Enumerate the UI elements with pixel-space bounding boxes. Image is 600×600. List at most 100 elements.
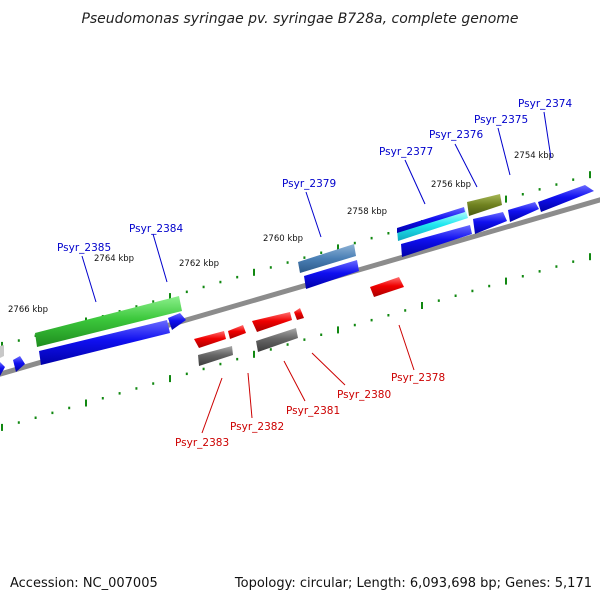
leader-line [398, 324, 415, 371]
minor-tick [437, 299, 440, 302]
gene-Psyr_2377b[interactable] [401, 225, 472, 257]
minor-tick [370, 318, 373, 322]
major-tick [589, 253, 591, 261]
gene-Psyr_2382[interactable] [228, 325, 246, 339]
reverse-gene-labels: Psyr_2378 Psyr_2380 Psyr_2381 Psyr_2382 … [175, 372, 445, 449]
minor-tick [471, 289, 474, 293]
gene-Psyr_2383b[interactable] [198, 346, 233, 366]
leader-line [201, 377, 223, 434]
gene-Psyr_2377[interactable] [397, 207, 465, 233]
minor-tick [219, 362, 222, 366]
gene-Psyr_2383[interactable] [194, 331, 226, 348]
gene-Psyr_2384[interactable] [35, 296, 182, 347]
minor-tick [404, 309, 407, 312]
minor-tick [185, 290, 188, 294]
minor-tick [236, 357, 239, 361]
gene-label[interactable]: Psyr_2377 [379, 146, 433, 158]
minor-tick [269, 348, 272, 351]
major-tick [505, 195, 507, 203]
leader-line [454, 143, 478, 188]
scale-label: 2756 kbp [431, 180, 471, 190]
leader-line [311, 352, 346, 386]
minor-tick [387, 232, 390, 235]
lower-tick-row [1, 253, 591, 431]
genome-summary: Topology: circular; Length: 6,093,698 bp… [234, 576, 592, 591]
minor-tick [555, 183, 558, 186]
forward-leader-lines [81, 111, 552, 303]
gene-label[interactable]: Psyr_2383 [175, 437, 229, 449]
gene-Psyr_2376-lower[interactable] [473, 212, 507, 234]
leader-line [283, 360, 306, 402]
gene-fragment[interactable] [0, 345, 4, 358]
major-tick [253, 350, 255, 358]
gene-Psyr_2379b[interactable] [304, 260, 359, 289]
minor-tick [303, 338, 306, 341]
gene-label[interactable]: Psyr_2385 [57, 242, 111, 254]
leader-line [543, 111, 552, 159]
scale-label: 2758 kbp [347, 207, 387, 217]
gene-label[interactable]: Psyr_2378 [391, 372, 445, 384]
minor-tick [286, 343, 289, 346]
gene-fragment[interactable] [0, 362, 5, 376]
minor-tick [454, 294, 457, 297]
minor-tick [34, 416, 37, 419]
major-tick [169, 293, 171, 301]
major-tick [1, 341, 3, 349]
scale-label: 2766 kbp [8, 305, 48, 315]
major-tick [85, 399, 87, 407]
gene-label[interactable]: Psyr_2381 [286, 405, 340, 417]
minor-tick [572, 178, 575, 181]
reverse-genes [194, 277, 404, 366]
gene-Psyr_2378[interactable] [370, 277, 404, 297]
scale-label: 2754 kbp [514, 151, 554, 161]
scale-label: 2760 kbp [263, 234, 303, 244]
leader-line [81, 255, 97, 303]
minor-tick [572, 260, 575, 263]
major-tick [337, 244, 339, 252]
gene-label[interactable]: Psyr_2379 [282, 178, 336, 190]
gene-label[interactable]: Psyr_2374 [518, 98, 572, 110]
minor-tick [101, 397, 104, 400]
minor-tick [135, 305, 138, 308]
gene-Psyr_2379[interactable] [298, 244, 356, 273]
minor-tick [320, 251, 323, 254]
minor-tick [68, 406, 71, 410]
scale-label: 2762 kbp [179, 259, 219, 269]
leader-line [247, 372, 253, 419]
major-tick [421, 302, 423, 309]
minor-tick [202, 285, 205, 289]
minor-tick [236, 275, 239, 279]
minor-tick [152, 382, 155, 385]
leader-line [305, 191, 322, 238]
scale-label: 2764 kbp [94, 254, 134, 264]
gene-label[interactable]: Psyr_2376 [429, 129, 483, 141]
gene-fragment[interactable] [168, 313, 186, 330]
minor-tick [521, 275, 524, 278]
gene-Psyr_2381b[interactable] [256, 328, 298, 352]
minor-tick [286, 261, 289, 264]
major-tick [253, 268, 255, 276]
reverse-leader-lines [201, 324, 415, 434]
gene-Psyr_2381[interactable] [252, 312, 292, 332]
gene-Psyr_2374[interactable] [538, 185, 594, 212]
minor-tick [353, 241, 356, 245]
gene-Psyr_2376[interactable] [467, 194, 502, 216]
gene-Psyr_2375[interactable] [508, 202, 539, 222]
gene-label[interactable]: Psyr_2380 [337, 389, 391, 401]
minor-tick [152, 300, 155, 303]
gene-label[interactable]: Psyr_2382 [230, 421, 284, 433]
minor-tick [538, 188, 541, 191]
minor-tick [17, 339, 20, 342]
minor-tick [219, 280, 222, 284]
gene-Psyr_2385[interactable] [39, 320, 170, 365]
minor-tick [387, 314, 390, 317]
minor-tick [118, 392, 121, 395]
minor-tick [185, 372, 188, 376]
gene-Psyr_2380[interactable] [294, 308, 304, 320]
gene-fragment[interactable] [13, 356, 25, 372]
gene-label[interactable]: Psyr_2375 [474, 114, 528, 126]
minor-tick [135, 387, 138, 390]
gene-label[interactable]: Psyr_2384 [129, 223, 183, 235]
